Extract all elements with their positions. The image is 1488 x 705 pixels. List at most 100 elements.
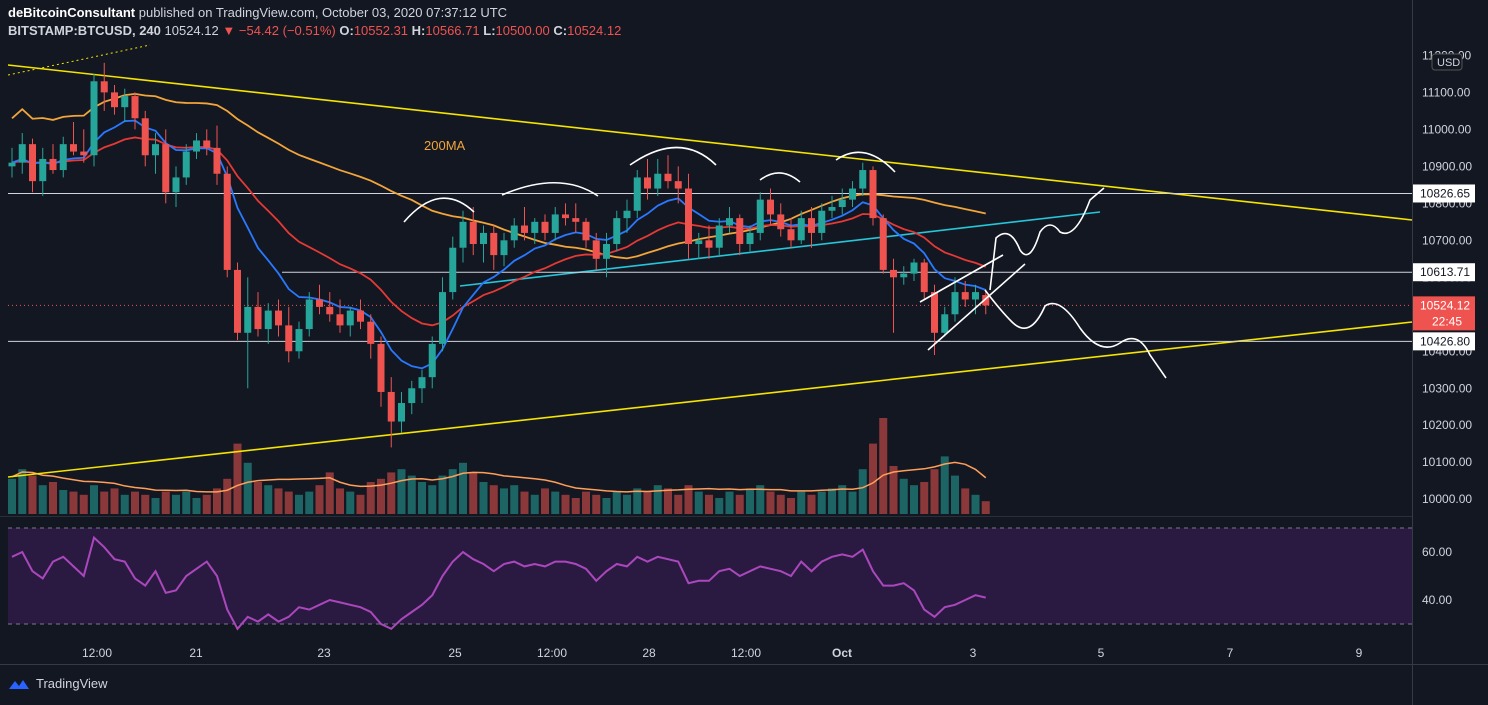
volume-bar <box>28 475 37 514</box>
volume-bar <box>653 485 662 514</box>
candle-body <box>8 162 16 167</box>
volume-bar <box>920 482 929 514</box>
candle <box>715 218 723 256</box>
drawn-pattern-stroke <box>629 146 717 166</box>
volume-bar <box>397 469 406 514</box>
volume-bar <box>530 494 539 514</box>
volume-bar <box>18 469 27 514</box>
last-price: 10524.12 <box>164 23 219 38</box>
candle <box>131 92 139 130</box>
volume-bar <box>90 485 98 514</box>
candle <box>111 84 118 115</box>
candle <box>439 277 446 352</box>
high-value: 10566.71 <box>425 23 480 38</box>
candle-body <box>111 92 118 108</box>
price-tick-label: 10300.00 <box>1422 381 1472 395</box>
candle <box>213 125 221 185</box>
candle-body <box>439 292 446 344</box>
volume-bar <box>295 494 303 514</box>
candle-body <box>562 214 569 219</box>
candle-body <box>100 81 108 93</box>
candle <box>838 188 846 215</box>
volume-bar <box>325 472 334 514</box>
candle <box>285 306 293 363</box>
volume-bar <box>633 488 642 514</box>
candle <box>305 292 313 337</box>
candle-body <box>29 144 36 182</box>
volume-bar <box>940 456 949 514</box>
trend-overlays <box>7 44 1413 478</box>
candle-body <box>223 173 231 270</box>
candle-body <box>367 321 375 344</box>
volume-bar <box>735 494 744 514</box>
volume-bar <box>284 491 293 514</box>
author-name[interactable]: deBitcoinConsultant <box>8 5 136 20</box>
candle-body <box>808 218 815 233</box>
candle-body <box>859 170 867 189</box>
candle <box>654 158 662 196</box>
time-axis[interactable]: 12:00 21 23 25 12:00 28 12:00 Oct 3 5 7 9 <box>82 646 1363 660</box>
volume-bar <box>192 498 201 514</box>
candle <box>592 232 600 270</box>
candle <box>70 121 77 156</box>
rsi-panel <box>8 527 1412 631</box>
candle <box>357 299 364 330</box>
volume-bar <box>930 469 939 514</box>
volume-bar <box>346 491 355 514</box>
candle <box>203 129 211 156</box>
candle-body <box>459 221 467 248</box>
candle-body <box>818 210 826 233</box>
tradingview-logo-icon <box>9 679 29 689</box>
symbol-label[interactable]: BITSTAMP:BTCUSD, 240 <box>8 23 161 38</box>
time-tick-label: 12:00 <box>82 646 112 660</box>
candle <box>500 232 508 267</box>
footer-brand[interactable]: TradingView <box>8 676 108 691</box>
candle <box>398 391 405 433</box>
volume-bar <box>520 491 529 514</box>
countdown-text: 22:45 <box>1432 314 1462 328</box>
candle <box>818 203 826 241</box>
candle-body <box>18 144 26 163</box>
candle-body <box>726 218 733 226</box>
candle-body <box>767 199 774 215</box>
volume-bar <box>756 485 765 514</box>
rsi-tick-label: 40.00 <box>1422 593 1452 607</box>
candle <box>162 129 170 204</box>
candle-body <box>285 325 293 352</box>
candle <box>756 192 764 241</box>
candle-body <box>920 262 928 293</box>
volume-bar <box>264 485 273 514</box>
candle <box>316 284 323 315</box>
candle <box>152 133 159 174</box>
candle <box>644 158 651 200</box>
volume-bar <box>172 494 180 514</box>
volume-bar <box>848 491 857 514</box>
volume-bar <box>49 482 57 514</box>
candle-body <box>521 225 528 233</box>
candle-body <box>346 310 354 326</box>
rsi-band-fill <box>8 528 1412 624</box>
candle-body <box>408 388 416 404</box>
open-label: O: <box>339 23 354 38</box>
candle <box>951 277 959 322</box>
candle <box>746 225 754 252</box>
volume-bar <box>910 485 918 514</box>
candle <box>193 133 200 159</box>
level-tag-text: 10613.71 <box>1420 265 1470 279</box>
candle <box>521 207 528 241</box>
candle-body <box>838 199 846 208</box>
volume-bar <box>459 462 467 514</box>
candle <box>767 188 774 226</box>
candle-body <box>972 292 979 300</box>
ma200-line <box>11 92 986 260</box>
price-axis[interactable]: 11200.0011100.0011000.0010900.0010800.00… <box>1413 48 1475 607</box>
candle-body <box>603 244 610 259</box>
candlesticks[interactable] <box>8 62 990 448</box>
drawn-pattern-stroke <box>835 151 896 173</box>
candle-body <box>910 262 918 274</box>
candle <box>264 303 272 344</box>
time-tick-label: 25 <box>448 646 462 660</box>
candle-body <box>234 269 241 333</box>
candle <box>910 258 918 281</box>
